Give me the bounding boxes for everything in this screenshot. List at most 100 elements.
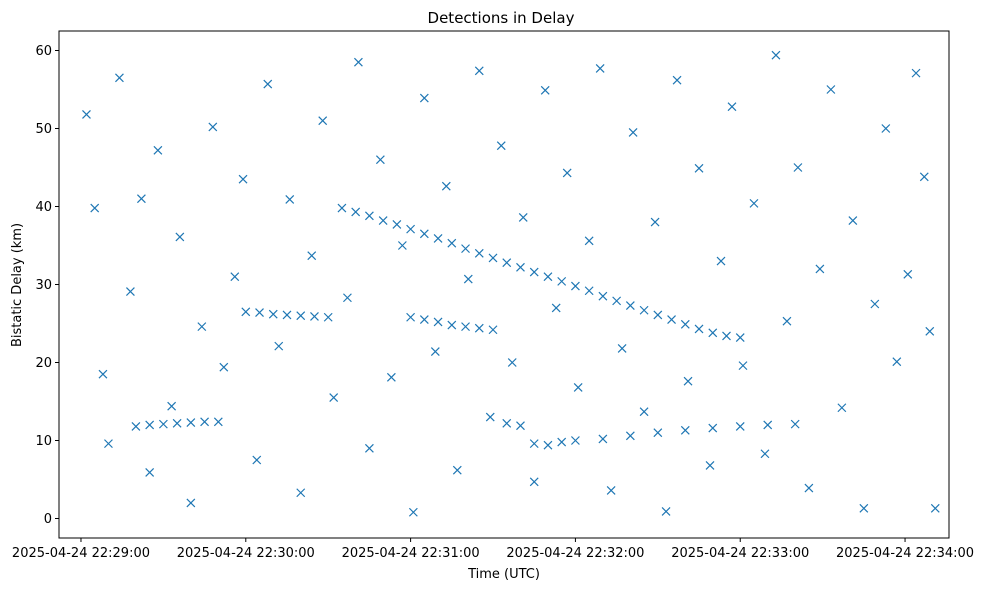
data-point-x-marker	[351, 207, 361, 217]
data-point-x-marker	[353, 57, 363, 67]
x-axis: 2025-04-24 22:29:00 2025-04-24 22:30:00 20…	[12, 538, 974, 561]
data-point-x-marker	[870, 299, 880, 309]
data-point-x-marker	[763, 420, 773, 430]
data-point-x-marker	[529, 477, 539, 487]
data-point-x-marker	[241, 307, 251, 317]
data-point-x-marker	[167, 401, 177, 411]
data-point-x-marker	[285, 195, 295, 204]
data-point-x-marker	[474, 248, 484, 258]
data-point-x-marker	[606, 485, 616, 495]
data-point-x-marker	[639, 305, 649, 315]
data-point-x-marker	[557, 276, 567, 286]
data-point-x-marker	[364, 211, 374, 221]
data-point-x-marker	[378, 216, 388, 225]
data-point-x-marker	[628, 127, 638, 137]
x-tick-label: 2025-04-24 22:30:00	[177, 546, 315, 561]
data-point-x-marker	[716, 256, 726, 266]
data-point-x-marker	[570, 436, 580, 445]
data-point-x-marker	[197, 322, 207, 332]
data-point-x-marker	[573, 383, 583, 392]
data-point-x-marker	[485, 412, 495, 422]
data-point-x-marker	[406, 312, 416, 322]
data-point-x-marker	[488, 325, 498, 335]
data-point-x-marker	[474, 66, 484, 76]
data-point-x-marker	[463, 274, 473, 284]
data-point-x-marker	[540, 85, 550, 95]
data-point-x-marker	[145, 468, 155, 477]
data-point-x-marker	[307, 251, 317, 261]
data-point-x-marker	[502, 258, 512, 268]
data-point-x-marker	[507, 358, 517, 367]
data-point-x-marker	[296, 488, 306, 498]
data-point-x-marker	[598, 291, 608, 301]
y-tick-label: 10	[35, 434, 52, 449]
data-point-x-marker	[115, 73, 124, 83]
data-point-x-marker	[529, 267, 539, 277]
data-point-x-marker	[310, 312, 319, 321]
data-point-x-marker	[570, 281, 580, 291]
data-point-x-marker	[136, 194, 146, 204]
data-point-x-marker	[238, 174, 248, 184]
data-point-x-marker	[653, 310, 663, 320]
data-point-x-marker	[722, 331, 731, 341]
data-point-x-marker	[925, 326, 935, 336]
data-point-x-marker	[892, 357, 902, 367]
data-point-x-marker	[625, 431, 635, 441]
data-point-x-marker	[680, 319, 690, 329]
data-point-x-marker	[125, 287, 135, 296]
data-point-x-marker	[848, 216, 858, 225]
data-point-x-marker	[104, 439, 113, 449]
data-point-x-marker	[667, 315, 676, 325]
data-point-x-marker	[397, 241, 407, 250]
data-point-x-marker	[153, 145, 163, 155]
data-point-x-marker	[252, 455, 262, 465]
data-point-x-marker	[255, 308, 264, 318]
data-point-x-marker	[496, 141, 506, 151]
data-point-x-marker	[727, 102, 737, 112]
data-point-x-marker	[738, 361, 748, 371]
data-point-x-marker	[452, 465, 462, 475]
data-point-x-marker	[488, 253, 498, 263]
data-point-x-marker	[551, 303, 561, 313]
data-point-x-marker	[903, 269, 913, 279]
data-point-x-marker	[859, 503, 869, 513]
data-point-x-marker	[419, 229, 429, 239]
data-point-x-marker	[375, 155, 385, 165]
data-point-x-marker	[433, 234, 443, 243]
data-point-x-marker	[680, 425, 690, 435]
x-tick-label: 2025-04-24 22:29:00	[12, 546, 150, 561]
data-point-x-marker	[639, 407, 649, 417]
data-point-x-marker	[881, 124, 891, 133]
data-point-x-marker	[516, 421, 525, 431]
data-point-x-marker	[282, 310, 292, 320]
data-point-x-marker	[790, 419, 800, 429]
data-point-x-marker	[749, 198, 759, 208]
data-point-x-marker	[584, 236, 594, 246]
data-point-x-marker	[930, 503, 940, 513]
data-point-x-marker	[337, 203, 347, 213]
y-tick-label: 40	[35, 200, 52, 215]
x-tick-label: 2025-04-24 22:34:00	[836, 546, 974, 561]
data-point-x-marker	[433, 317, 443, 327]
data-point-x-marker	[329, 393, 339, 403]
data-point-x-marker	[318, 116, 328, 126]
data-point-x-marker	[461, 244, 470, 254]
data-point-x-marker	[186, 498, 196, 508]
data-point-x-marker	[90, 203, 100, 213]
data-point-x-marker	[406, 224, 416, 234]
data-point-x-marker	[208, 122, 218, 132]
data-point-x-marker	[543, 440, 553, 450]
data-point-x-marker	[219, 362, 229, 372]
data-point-x-marker	[213, 417, 223, 427]
data-point-x-marker	[419, 93, 429, 103]
data-point-x-marker	[650, 217, 660, 227]
data-point-x-marker	[430, 347, 440, 357]
data-point-x-marker	[98, 369, 108, 379]
data-point-x-marker	[529, 439, 539, 449]
y-tick-label: 20	[35, 356, 52, 371]
data-point-x-marker	[804, 483, 814, 493]
data-point-x-marker	[447, 320, 457, 330]
y-tick-label: 60	[35, 44, 52, 59]
data-point-x-marker	[200, 417, 210, 427]
